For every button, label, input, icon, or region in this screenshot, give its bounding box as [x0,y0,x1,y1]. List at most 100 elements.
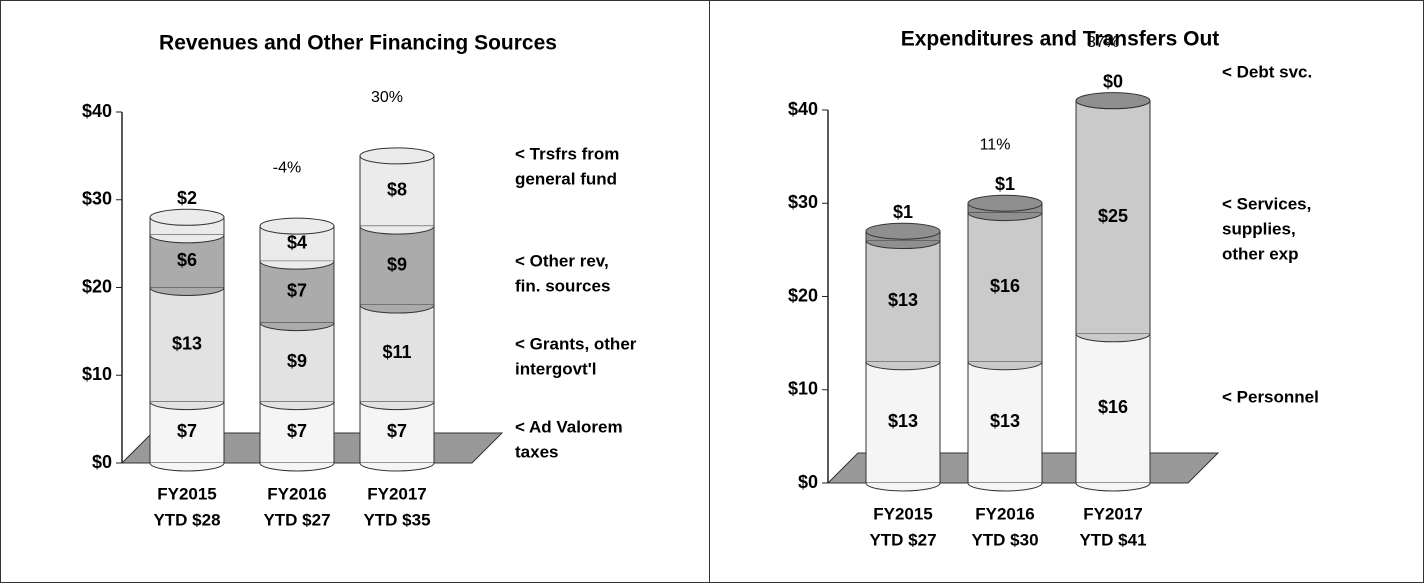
segment-edge [359,462,435,472]
segment-edge [149,234,225,244]
value-label: $7 [287,281,307,301]
y-tick-label: $30 [82,189,112,209]
chart-title: Expenditures and Transfers Out [901,28,1220,51]
segment-edge [967,212,1043,222]
x-tick-label: FY2015 [157,484,217,503]
segment-edge [359,401,435,411]
bar-segment [359,304,435,403]
legend-label: intergovt'l [515,359,597,378]
segment-edge [359,225,435,235]
legend-label: fin. sources [515,276,610,295]
segment-edge [149,287,225,296]
bar-segment [865,240,941,363]
bar-segment [1075,333,1151,484]
segment-edge [1075,333,1151,343]
x-tick-label: YTD $41 [1079,530,1146,549]
y-tick-label: $10 [788,379,818,399]
y-tick-label: $20 [82,276,112,296]
value-label: $1 [893,202,913,222]
bar-top [1075,92,1151,110]
bar-segment [967,212,1043,363]
legend-label: general fund [515,169,617,188]
y-tick-label: $0 [798,472,818,492]
bar-segment [359,225,435,306]
x-tick-label: FY2015 [873,504,933,523]
segment-edge [865,361,941,371]
bar-segment [149,287,225,403]
change-label: 37% [1087,34,1119,51]
legend-label: supplies, [1222,219,1296,238]
bar-segment [149,234,225,289]
bar-top [259,217,335,235]
change-label: -4% [273,159,301,176]
x-tick-label: FY2016 [975,504,1035,523]
legend-label: taxes [515,442,558,461]
legend-label: < Services, [1222,194,1311,213]
segment-edge [359,304,435,314]
value-label: $25 [1098,206,1128,226]
bar-segment [865,361,941,484]
bar-segment [259,322,335,403]
value-label: $16 [1098,397,1128,417]
bar-top [359,147,435,165]
x-tick-label: YTD $30 [971,530,1038,549]
value-label: $13 [172,333,202,353]
y-tick-label: $30 [788,192,818,212]
value-label: $16 [990,276,1020,296]
y-tick-label: $0 [92,452,112,472]
segment-edge [149,462,225,472]
bar-segment [1075,100,1151,335]
y-tick-label: $40 [82,101,112,121]
x-tick-label: FY2017 [367,484,427,503]
bar-top [967,194,1043,212]
segment-edge [259,401,335,411]
panel-border [709,0,1424,583]
segment-edge [865,482,941,492]
value-label: $13 [888,290,918,310]
x-tick-label: YTD $27 [869,530,936,549]
legend-label: other exp [1222,244,1299,263]
segment-edge [259,322,335,332]
value-label: $6 [177,250,197,270]
value-label: $9 [287,351,307,371]
chart-title: Revenues and Other Financing Sources [159,32,557,55]
value-label: $9 [387,254,407,274]
bar-segment [149,401,225,464]
segment-edge [967,482,1043,492]
segment-edge [865,240,941,250]
y-tick-label: $40 [788,99,818,119]
segment-edge [1075,482,1151,492]
x-tick-label: YTD $27 [263,510,330,529]
x-tick-label: FY2016 [267,484,327,503]
value-label: $0 [1103,71,1123,91]
y-tick-label: $10 [82,364,112,384]
legend-label: < Other rev, [515,251,609,270]
legend-label: < Personnel [1222,387,1319,406]
bar-segment [359,155,435,227]
bar-top [149,208,225,226]
value-label: $13 [990,411,1020,431]
value-label: $1 [995,174,1015,194]
bar-segment [359,401,435,464]
legend-label: < Grants, other [515,334,637,353]
value-label: $2 [177,188,197,208]
value-label: $13 [888,411,918,431]
legend-label: < Debt svc. [1222,62,1312,81]
segment-edge [149,401,225,411]
x-tick-label: YTD $28 [153,510,220,529]
value-label: $8 [387,180,407,200]
x-tick-label: FY2017 [1083,504,1143,523]
y-tick-label: $20 [788,285,818,305]
value-label: $4 [287,232,307,252]
bar-segment [259,401,335,464]
segment-edge [967,361,1043,371]
value-label: $7 [387,421,407,441]
segment-edge [259,261,335,270]
bar-top [865,222,941,240]
legend-label: < Trsfrs from [515,144,619,163]
change-label: 30% [371,89,403,106]
value-label: $7 [177,421,197,441]
value-label: $11 [382,342,411,362]
x-tick-label: YTD $35 [363,510,430,529]
